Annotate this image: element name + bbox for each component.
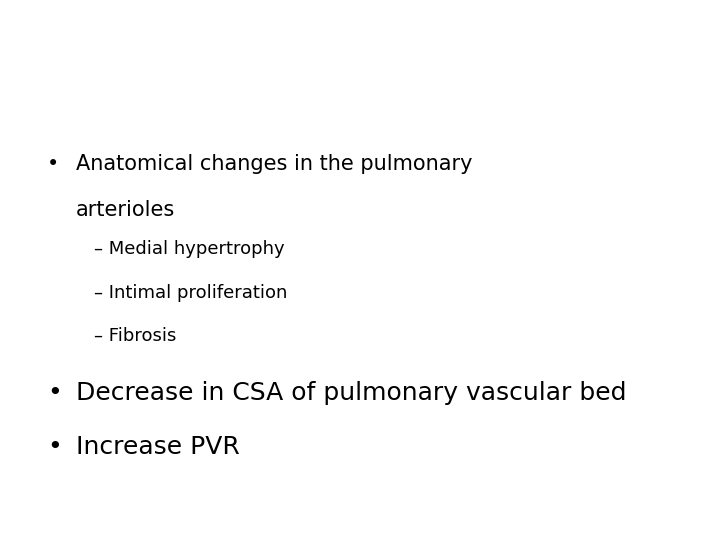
Text: Decrease in CSA of pulmonary vascular bed: Decrease in CSA of pulmonary vascular be… bbox=[76, 381, 626, 404]
Text: •: • bbox=[47, 435, 61, 458]
Text: – Intimal proliferation: – Intimal proliferation bbox=[94, 284, 287, 301]
Text: Anatomical changes in the pulmonary: Anatomical changes in the pulmonary bbox=[76, 154, 472, 174]
Text: – Fibrosis: – Fibrosis bbox=[94, 327, 176, 345]
Text: – Medial hypertrophy: – Medial hypertrophy bbox=[94, 240, 284, 258]
Text: Increase PVR: Increase PVR bbox=[76, 435, 239, 458]
Text: •: • bbox=[47, 381, 61, 404]
Text: arterioles: arterioles bbox=[76, 200, 175, 220]
Text: •: • bbox=[47, 154, 59, 174]
